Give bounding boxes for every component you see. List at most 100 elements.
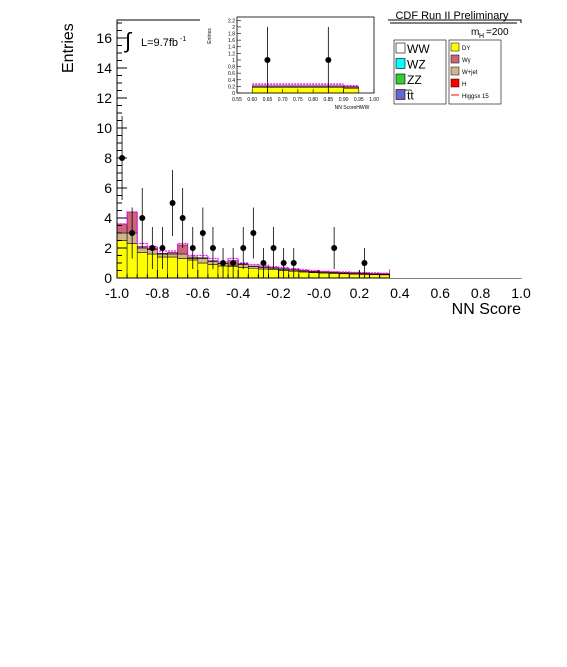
data-point-5 — [169, 200, 176, 206]
stack-bar-0-0 — [116, 240, 128, 279]
inset-x-tick-label: 0.85 — [323, 97, 333, 103]
y-axis-label: Entries — [60, 23, 77, 73]
stack-bar-0-21 — [328, 273, 340, 279]
x-tick-label: -1.0 — [105, 285, 129, 301]
data-point-10 — [220, 260, 227, 266]
data-point-1 — [129, 230, 136, 236]
data-point-7 — [189, 245, 196, 251]
legend-swatch-3 — [395, 89, 406, 100]
legend-swatch-0 — [395, 42, 406, 54]
legend-label: H — [462, 82, 466, 88]
x-tick-label: -0.2 — [267, 285, 291, 301]
data-point-14 — [260, 260, 267, 266]
inset-y-tick-label: 1.4 — [228, 45, 235, 51]
y-tick-label: 2 — [104, 240, 112, 256]
inset-x-tick-label: 1.00 — [369, 97, 379, 103]
inset-x-tick-label: 0.95 — [354, 97, 364, 103]
stack-bar-1-5 — [167, 253, 178, 258]
data-point-15 — [270, 245, 277, 251]
x-tick-label: -0.0 — [307, 285, 331, 301]
data-point-12 — [240, 245, 247, 251]
legend-swatch-r-0 — [450, 42, 460, 52]
legend-label: DY — [462, 46, 470, 52]
inset-plot: 00.20.40.60.811.21.41.61.822.2 0.55 0.60 0.… — [200, 10, 388, 114]
stack-bar-2-13 — [248, 265, 259, 267]
y-tick-label: 16 — [96, 30, 112, 46]
legend-label: Higgsx 15 — [462, 94, 489, 100]
y-tick-label: 8 — [104, 150, 112, 166]
stack-bar-0-19 — [308, 272, 320, 279]
inset-y-axis-label: Entries — [207, 28, 213, 44]
inset-y-tick-label: 1.6 — [228, 38, 235, 44]
stack-bar-2-25 — [369, 273, 380, 275]
stack-bar-0-12 — [237, 267, 249, 279]
inset-y-tick-label: 1.2 — [228, 51, 235, 57]
data-point-3 — [149, 245, 156, 251]
y-tick-label: 6 — [104, 180, 112, 196]
y-tick-label: 12 — [96, 90, 112, 106]
legend-swatch-1 — [395, 58, 406, 69]
y-tick-label: 14 — [96, 60, 112, 76]
stack-bar-1-0 — [116, 232, 128, 241]
inset-x-axis-label: NN ScoreHWW — [335, 105, 370, 111]
stack-bar-0-5 — [167, 256, 178, 279]
signal-line — [117, 211, 521, 278]
legend-label: WZ — [407, 58, 426, 72]
x-tick-label: 1.0 — [511, 285, 531, 301]
x-tick-label: 0.6 — [430, 285, 450, 301]
data-point-4 — [159, 245, 166, 251]
inset-y-tick-label: 0.2 — [228, 84, 235, 90]
mass-label-m: m — [471, 27, 479, 38]
inset-y-tick-label: 2.2 — [228, 18, 235, 24]
x-tick-label: -0.4 — [226, 285, 250, 301]
inset-x-tick-label: 0.70 — [278, 97, 288, 103]
inset-stack-wg-1 — [343, 86, 359, 88]
stack-bar-0-6 — [177, 258, 188, 279]
x-tick-label: -0.8 — [145, 285, 169, 301]
stack-bar-2-5 — [167, 252, 178, 255]
x-tick-label: -0.6 — [186, 285, 210, 301]
legend-label: t̅t — [405, 89, 415, 103]
x-tick-label: 0.8 — [471, 285, 491, 301]
y-tick-label: 4 — [104, 210, 112, 226]
inset-stack-wg-0 — [252, 85, 344, 87]
luminosity-label: L=9.7fb — [141, 37, 178, 49]
legend-label: W+jet — [462, 70, 478, 76]
x-axis-label: NN Score — [452, 301, 521, 318]
inset-stack-dy-1 — [343, 88, 359, 94]
stack-bar-0-22 — [338, 273, 350, 279]
inset-data-point-1 — [325, 56, 332, 63]
data-point-11 — [230, 260, 237, 266]
data-point-2 — [139, 215, 146, 221]
inset-x-tick-label: 0.80 — [308, 97, 318, 103]
mass-label-value: =200 — [486, 27, 509, 38]
x-tick-label: 0.2 — [350, 285, 370, 301]
legend-label: ZZ — [407, 73, 422, 87]
stack-bar-1-6 — [177, 253, 188, 259]
stack-bar-0-2 — [136, 252, 148, 279]
legend-swatch-r-1 — [450, 54, 460, 64]
inset-y-tick-label: 0.6 — [228, 71, 235, 77]
data-point-19 — [361, 260, 368, 266]
legend-swatch-2 — [395, 73, 406, 85]
stack-bar-0-8 — [197, 262, 209, 279]
inset-frame — [236, 16, 375, 94]
stack-bar-0-18 — [298, 271, 310, 279]
inset-y-tick-label: 1 — [232, 58, 235, 64]
data-point-9 — [209, 245, 216, 251]
stack-bar-0-20 — [318, 272, 330, 279]
inset-background — [200, 10, 388, 114]
x-tick-label: 0.4 — [390, 285, 410, 301]
inset-x-tick-label: 0.65 — [263, 97, 273, 103]
legend-label: WW — [407, 42, 430, 56]
inset-x-tick-label: 0.90 — [339, 97, 349, 103]
stack-bar-1-2 — [136, 247, 148, 253]
data-point-6 — [179, 215, 186, 221]
data-point-8 — [199, 230, 206, 236]
experiment-label: CDF Run II Preliminary — [395, 10, 509, 22]
data-point-18 — [331, 245, 338, 251]
integral-symbol: ∫ — [123, 28, 133, 53]
inset-x-tick-label: 0.75 — [293, 97, 303, 103]
legend-label: Wγ — [462, 58, 471, 64]
legend-swatch-r-2 — [450, 66, 460, 76]
